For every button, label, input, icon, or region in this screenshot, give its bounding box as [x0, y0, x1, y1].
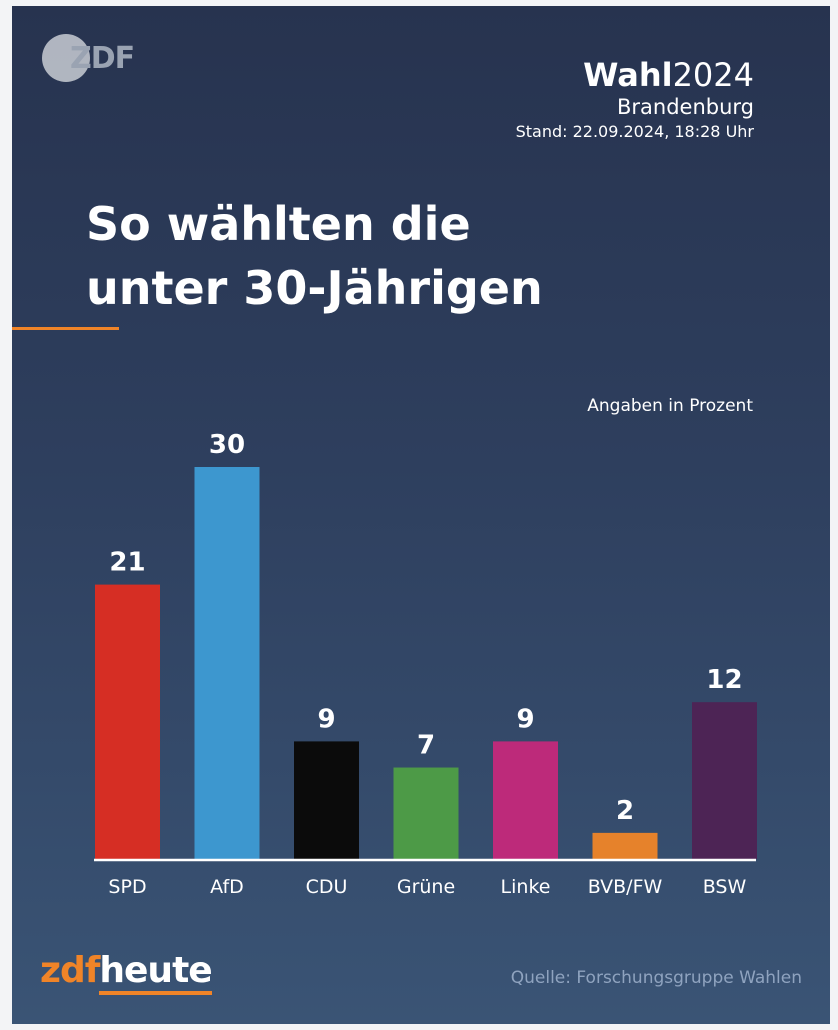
category-label-bvb-fw: BVB/FW [588, 876, 663, 898]
page-title: So wählten die unter 30-Jährigen [86, 192, 543, 320]
zdfheute-logo-heute: heute [99, 950, 213, 995]
data-label-cdu: 9 [317, 704, 335, 734]
category-label-bsw: BSW [703, 876, 747, 898]
region-label: Brandenburg [616, 95, 754, 119]
bar-spd [95, 584, 160, 859]
accent-divider [12, 327, 119, 330]
zdfheute-logo-zdf: zdf [40, 950, 100, 991]
zdf-logo-text: ZDF [70, 41, 135, 76]
data-label-afd: 30 [209, 430, 245, 460]
bar-afd [194, 467, 260, 859]
zdf-logo-icon [42, 34, 90, 82]
bar-linke [493, 741, 558, 859]
category-label-gr-ne: Grüne [397, 876, 455, 898]
data-label-linke: 9 [516, 704, 534, 734]
unit-note: Angaben in Prozent [587, 396, 753, 416]
brand-title-year: 2024 [672, 56, 754, 94]
bar-chart: 21 SPD 30 AfD 9 CDU 7 Grüne 9 Linke 2 BVB/FW 12 BSW [94, 430, 757, 898]
bar-bsw [692, 702, 757, 859]
bar-cdu [294, 741, 359, 859]
timestamp-label: Stand: 22.09.2024, 18:28 Uhr [515, 122, 754, 141]
zdfheute-logo: zdfheute [40, 950, 213, 995]
source-note: Quelle: Forschungsgruppe Wahlen [510, 968, 802, 988]
category-label-linke: Linke [501, 876, 551, 898]
data-label-gr-ne: 7 [417, 731, 435, 761]
data-label-bsw: 12 [706, 665, 742, 695]
category-label-cdu: CDU [306, 876, 348, 898]
page-title-line-2: unter 30-Jährigen [86, 261, 543, 315]
category-label-spd: SPD [108, 876, 146, 898]
election-brand: Wahl2024 Brandenburg Stand: 22.09.2024, … [516, 56, 754, 144]
brand-title-bold: Wahl [583, 56, 673, 94]
data-label-bvb-fw: 2 [616, 796, 634, 826]
bar-bvb-fw [592, 832, 658, 859]
chart-card: ZDF Wahl2024 Brandenburg Stand: 22.09.20… [12, 6, 830, 1024]
category-label-afd: AfD [210, 876, 244, 898]
page-title-line-1: So wählten die [86, 197, 471, 251]
bar-gr-ne [393, 767, 459, 859]
brand-title: Wahl2024 [516, 56, 754, 94]
data-label-spd: 21 [109, 548, 145, 578]
